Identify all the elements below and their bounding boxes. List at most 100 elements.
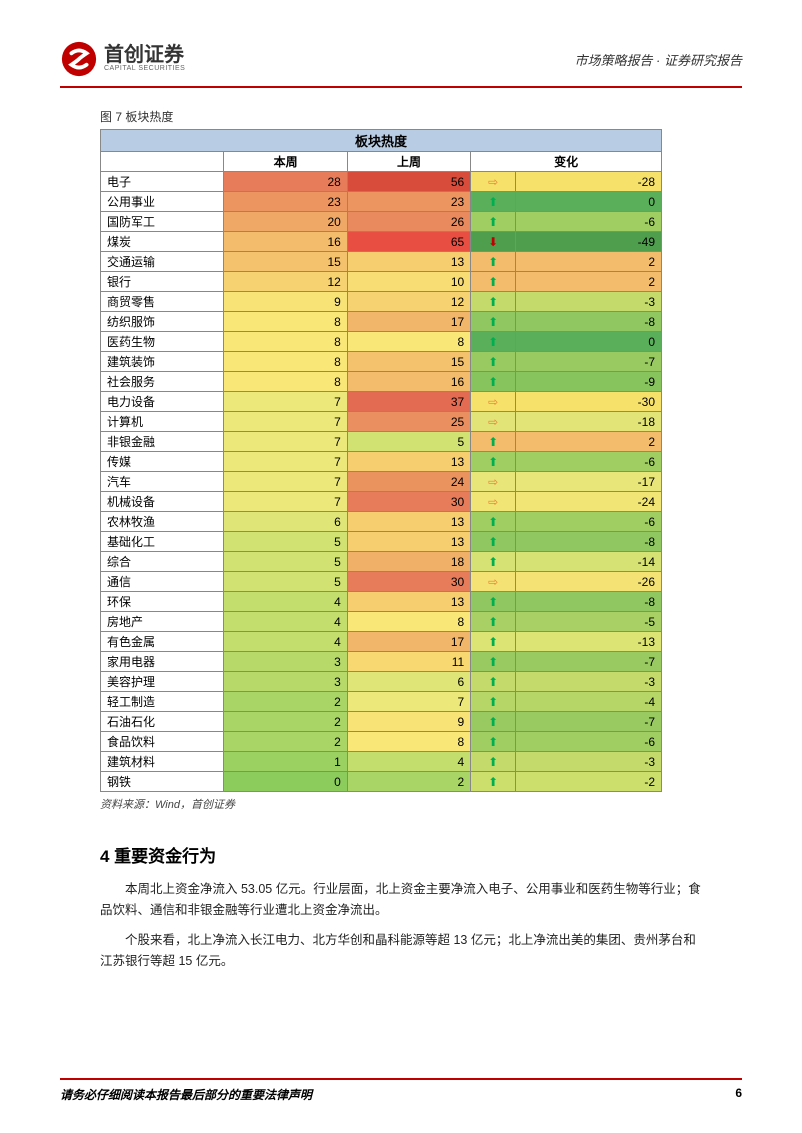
col-empty [101, 152, 224, 172]
cell-this-week: 7 [224, 472, 347, 492]
up-arrow-icon: ⬆ [488, 776, 498, 788]
cell-change: -9 [516, 372, 662, 392]
cell-this-week: 4 [224, 632, 347, 652]
cell-last-week: 8 [347, 732, 470, 752]
cell-arrow: ⬆ [471, 772, 516, 792]
cell-change: -30 [516, 392, 662, 412]
cell-change: -4 [516, 692, 662, 712]
right-arrow-icon: ⇨ [488, 396, 498, 408]
right-arrow-icon: ⇨ [488, 416, 498, 428]
cell-last-week: 24 [347, 472, 470, 492]
table-title: 板块热度 [101, 130, 662, 152]
cell-arrow: ⬆ [471, 252, 516, 272]
cell-change: -3 [516, 292, 662, 312]
cell-change: -28 [516, 172, 662, 192]
cell-this-week: 3 [224, 652, 347, 672]
cell-name: 交通运输 [101, 252, 224, 272]
cell-last-week: 13 [347, 512, 470, 532]
cell-this-week: 23 [224, 192, 347, 212]
cell-change: -8 [516, 592, 662, 612]
cell-change: -26 [516, 572, 662, 592]
cell-last-week: 13 [347, 252, 470, 272]
cell-last-week: 13 [347, 532, 470, 552]
cell-last-week: 13 [347, 592, 470, 612]
cell-name: 钢铁 [101, 772, 224, 792]
cell-arrow: ⇨ [471, 412, 516, 432]
cell-arrow: ⬆ [471, 632, 516, 652]
cell-change: -24 [516, 492, 662, 512]
cell-name: 非银金融 [101, 432, 224, 452]
cell-last-week: 8 [347, 612, 470, 632]
cell-name: 环保 [101, 592, 224, 612]
cell-change: -6 [516, 732, 662, 752]
cell-arrow: ⬆ [471, 372, 516, 392]
table-row: 电子2856⇨-28 [101, 172, 662, 192]
table-row: 建筑装饰815⬆-7 [101, 352, 662, 372]
cell-name: 通信 [101, 572, 224, 592]
table-row: 计算机725⇨-18 [101, 412, 662, 432]
table-row: 电力设备737⇨-30 [101, 392, 662, 412]
heat-table: 板块热度 本周 上周 变化 电子2856⇨-28公用事业2323⬆0国防军工20… [100, 129, 662, 792]
cell-change: 2 [516, 432, 662, 452]
cell-this-week: 8 [224, 332, 347, 352]
cell-arrow: ⬆ [471, 732, 516, 752]
cell-name: 房地产 [101, 612, 224, 632]
table-row: 机械设备730⇨-24 [101, 492, 662, 512]
cell-change: -7 [516, 652, 662, 672]
cell-arrow: ⬆ [471, 612, 516, 632]
table-row: 综合518⬆-14 [101, 552, 662, 572]
cell-change: -2 [516, 772, 662, 792]
cell-this-week: 16 [224, 232, 347, 252]
cell-this-week: 5 [224, 572, 347, 592]
figure-source: 资料来源：Wind，首创证券 [100, 796, 742, 812]
page-footer: 请务必仔细阅读本报告最后部分的重要法律声明 6 [60, 1078, 742, 1103]
cell-change: -8 [516, 532, 662, 552]
cell-change: -14 [516, 552, 662, 572]
down-arrow-icon: ⬇ [488, 236, 498, 248]
cell-name: 轻工制造 [101, 692, 224, 712]
table-row: 传媒713⬆-6 [101, 452, 662, 472]
logo: 首创证券 CAPITAL SECURITIES [60, 40, 185, 78]
cell-this-week: 7 [224, 412, 347, 432]
col-this-week: 本周 [224, 152, 347, 172]
cell-arrow: ⬆ [471, 712, 516, 732]
cell-this-week: 20 [224, 212, 347, 232]
up-arrow-icon: ⬆ [488, 636, 498, 648]
cell-last-week: 15 [347, 352, 470, 372]
up-arrow-icon: ⬆ [488, 676, 498, 688]
table-row: 食品饮料28⬆-6 [101, 732, 662, 752]
heat-table-container: 板块热度 本周 上周 变化 电子2856⇨-28公用事业2323⬆0国防军工20… [100, 129, 662, 792]
cell-name: 社会服务 [101, 372, 224, 392]
cell-last-week: 30 [347, 572, 470, 592]
cell-last-week: 11 [347, 652, 470, 672]
cell-this-week: 12 [224, 272, 347, 292]
table-row: 石油石化29⬆-7 [101, 712, 662, 732]
cell-change: 2 [516, 272, 662, 292]
cell-this-week: 8 [224, 372, 347, 392]
table-row: 医药生物88⬆0 [101, 332, 662, 352]
cell-name: 综合 [101, 552, 224, 572]
cell-last-week: 26 [347, 212, 470, 232]
table-row: 农林牧渔613⬆-6 [101, 512, 662, 532]
table-row: 商贸零售912⬆-3 [101, 292, 662, 312]
cell-arrow: ⬆ [471, 272, 516, 292]
up-arrow-icon: ⬆ [488, 216, 498, 228]
table-row: 房地产48⬆-5 [101, 612, 662, 632]
cell-change: 0 [516, 332, 662, 352]
cell-this-week: 9 [224, 292, 347, 312]
table-row: 基础化工513⬆-8 [101, 532, 662, 552]
cell-arrow: ⇨ [471, 172, 516, 192]
cell-name: 商贸零售 [101, 292, 224, 312]
cell-name: 传媒 [101, 452, 224, 472]
cell-last-week: 13 [347, 452, 470, 472]
cell-this-week: 2 [224, 732, 347, 752]
cell-arrow: ⇨ [471, 572, 516, 592]
cell-change: -6 [516, 212, 662, 232]
section-heading: 4 重要资金行为 [100, 842, 742, 867]
right-arrow-icon: ⇨ [488, 496, 498, 508]
right-arrow-icon: ⇨ [488, 576, 498, 588]
cell-last-week: 37 [347, 392, 470, 412]
body-paragraph-1: 本周北上资金净流入 53.05 亿元。行业层面，北上资金主要净流入电子、公用事业… [100, 879, 702, 922]
cell-change: -7 [516, 352, 662, 372]
cell-arrow: ⬆ [471, 672, 516, 692]
